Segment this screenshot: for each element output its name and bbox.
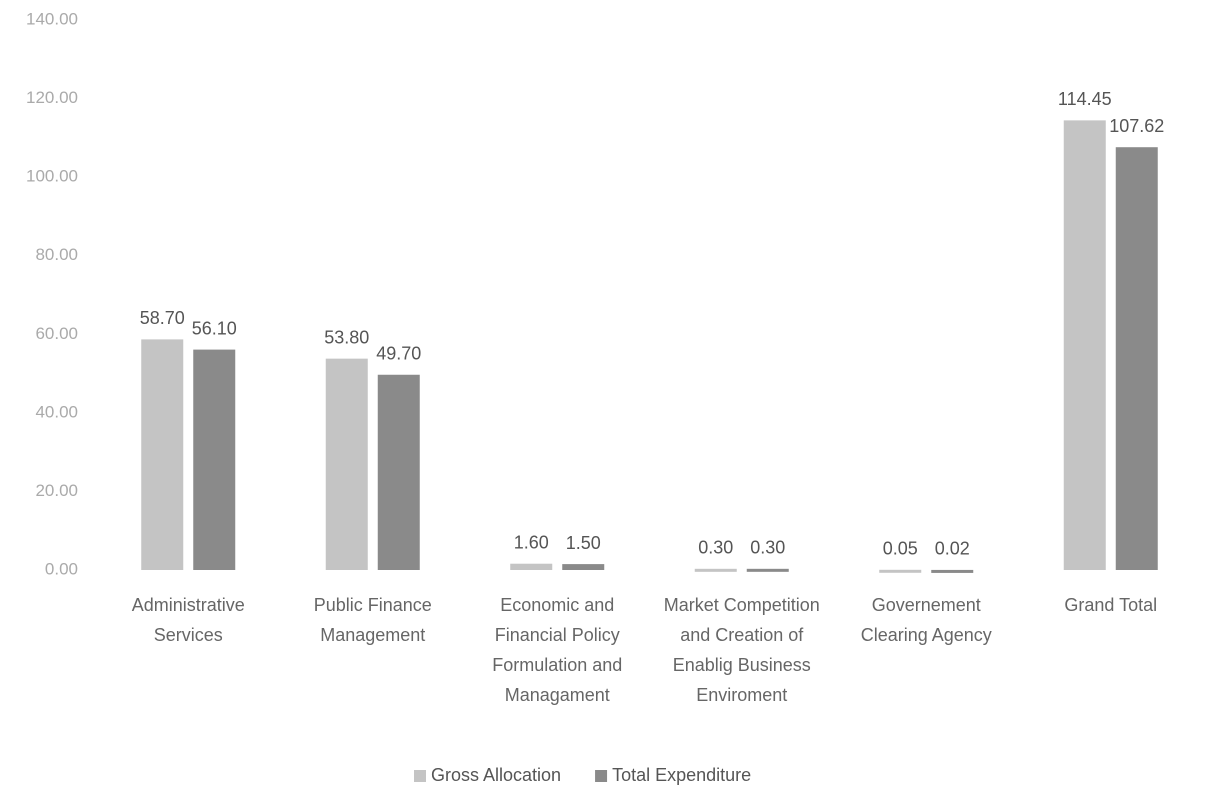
bar bbox=[746, 568, 789, 572]
y-tick-label: 140.00 bbox=[26, 9, 78, 28]
bar bbox=[1115, 147, 1158, 570]
data-label: 0.30 bbox=[698, 538, 733, 558]
data-label: 58.70 bbox=[140, 308, 185, 328]
bar bbox=[931, 569, 974, 573]
data-label: 107.62 bbox=[1109, 116, 1164, 136]
y-tick-label: 100.00 bbox=[26, 167, 78, 186]
bar bbox=[1063, 120, 1106, 570]
data-label: 49.70 bbox=[376, 344, 421, 364]
x-tick-label: Public Finance Management bbox=[313, 595, 432, 645]
bar bbox=[141, 339, 184, 570]
legend-label: Gross Allocation bbox=[431, 765, 561, 785]
bar bbox=[193, 349, 236, 570]
data-label: 114.45 bbox=[1058, 89, 1112, 109]
bar bbox=[510, 563, 553, 570]
y-tick-label: 60.00 bbox=[35, 324, 78, 343]
bar bbox=[325, 358, 368, 570]
data-label: 0.02 bbox=[935, 539, 970, 559]
x-tick-label: Administrative Services bbox=[131, 595, 245, 645]
data-label: 1.50 bbox=[566, 533, 601, 553]
y-tick-label: 80.00 bbox=[35, 245, 78, 264]
x-tick-label: Economic and Financial Policy Formulatio… bbox=[492, 595, 623, 705]
legend-label: Total Expenditure bbox=[612, 765, 751, 785]
legend-swatch bbox=[595, 770, 608, 782]
bar bbox=[879, 569, 922, 573]
data-label: 0.30 bbox=[750, 538, 785, 558]
bar bbox=[377, 374, 420, 570]
data-label: 56.10 bbox=[192, 318, 237, 338]
data-label: 53.80 bbox=[324, 327, 369, 347]
x-tick-label: Market Competition and Creation of Enabl… bbox=[663, 595, 820, 705]
x-tick-label: Governement Clearing Agency bbox=[860, 595, 992, 645]
bar bbox=[694, 568, 737, 572]
y-tick-label: 20.00 bbox=[35, 481, 78, 500]
y-tick-label: 40.00 bbox=[35, 402, 78, 421]
y-tick-label: 120.00 bbox=[26, 88, 78, 107]
data-label: 0.05 bbox=[883, 539, 918, 559]
legend-swatch bbox=[414, 770, 426, 782]
data-label: 1.60 bbox=[514, 532, 549, 552]
y-tick-label: 0.00 bbox=[45, 559, 78, 578]
bar bbox=[562, 564, 605, 570]
x-tick-label: Grand Total bbox=[1064, 595, 1158, 615]
